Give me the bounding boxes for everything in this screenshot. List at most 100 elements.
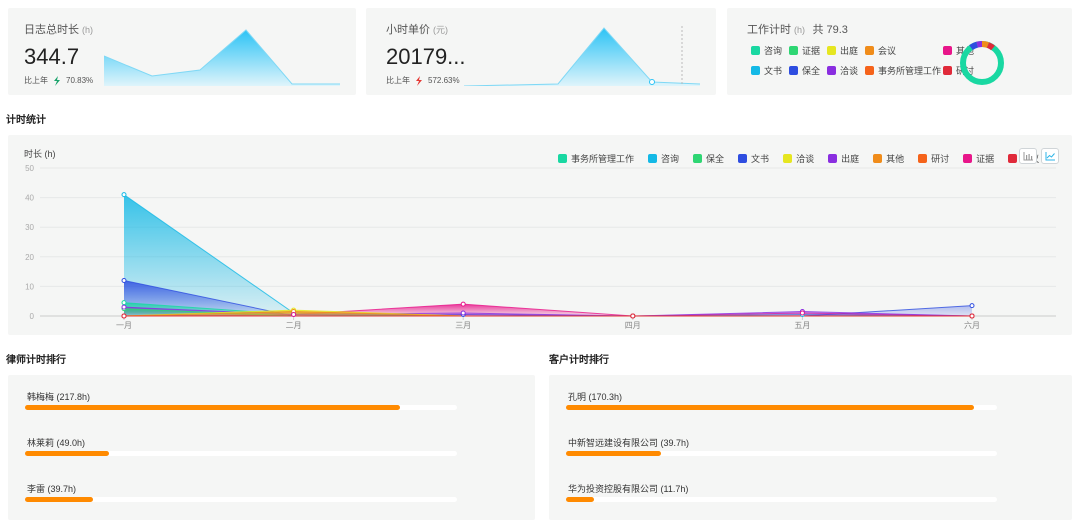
y-tick-label: 40 (25, 194, 34, 203)
legend-label: 文书 (751, 154, 770, 164)
chart-legend-item[interactable]: 洽谈 (783, 152, 814, 165)
legend-swatch (558, 154, 567, 163)
legend-swatch (738, 154, 748, 163)
x-tick-label: 二月 (286, 321, 302, 330)
data-point (121, 304, 127, 310)
time-stats-title: 计时统计 (6, 115, 46, 126)
chart-legend-item[interactable]: 出庭 (828, 152, 859, 165)
x-tick-label: 三月 (455, 321, 471, 330)
chart-legend-item[interactable]: 文书 (738, 152, 769, 165)
legend-label: 证据 (802, 46, 821, 56)
work-legend-item[interactable]: 证据 (789, 44, 820, 57)
chart-legend-item[interactable]: 保全 (693, 152, 724, 165)
legend-swatch (751, 46, 760, 55)
legend-label: 洽谈 (840, 66, 859, 76)
legend-label: 事务所管理工作 (571, 154, 635, 164)
legend-label: 咨询 (661, 154, 680, 164)
log-hours-value: 344.7 (24, 44, 80, 69)
y-axis-label: 时长 (h) (24, 148, 56, 159)
work-legend-item[interactable]: 保全 (789, 64, 820, 77)
trend-up-icon (416, 75, 422, 86)
legend-label: 其他 (886, 154, 905, 164)
lawyer-rank-title: 律师计时排行 (6, 355, 66, 366)
rank-label: 中新智远建设有限公司 (39.7h) (568, 438, 690, 448)
rank-bar-fill (566, 405, 974, 410)
legend-swatch (827, 46, 836, 55)
bar-chart-toggle-button[interactable] (1019, 148, 1037, 164)
legend-swatch (789, 46, 798, 55)
chart-legend-item[interactable]: 其他 (873, 152, 904, 165)
chart-legend-item[interactable]: 事务所管理工作 (558, 152, 634, 165)
work-hours-total: 共 79.3 (812, 24, 848, 36)
data-point (460, 310, 466, 316)
chart-legend-item[interactable]: 证据 (963, 152, 994, 165)
y-tick-label: 0 (30, 312, 35, 321)
legend-label: 出庭 (841, 154, 860, 164)
work-legend-item[interactable]: 事务所管理工作 (865, 64, 941, 77)
chart-legend-item[interactable]: 咨询 (648, 152, 679, 165)
work-legend-item[interactable]: 文书 (751, 64, 782, 77)
legend-label: 事务所管理工作 (878, 66, 942, 76)
rank-bar-fill (566, 497, 594, 502)
hour-rate-title-row: 小时单价 (元) (386, 20, 448, 38)
hour-rate-card: 小时单价 (元) 20179... 比上年 572.63% (366, 8, 716, 95)
legend-swatch (783, 154, 793, 163)
chart-legend: 事务所管理工作咨询保全文书洽谈出庭其他研讨证据会议 (558, 152, 1039, 165)
legend-swatch (963, 154, 973, 163)
rank-label: 林莱莉 (49.0h) (27, 438, 86, 448)
legend-label: 研讨 (931, 154, 950, 164)
hour-rate-yoy-value: 572.63% (428, 76, 460, 85)
rank-label: 孔明 (170.3h) (568, 392, 623, 402)
chart-legend-item[interactable]: 研讨 (918, 152, 949, 165)
work-legend-item[interactable]: 会议 (865, 44, 896, 57)
work-hours-donut (960, 41, 1004, 85)
y-tick-label: 20 (25, 253, 34, 262)
rank-label: 华为投资控股有限公司 (11.7h) (568, 484, 689, 494)
hour-rate-sparkline (464, 26, 701, 86)
data-point (121, 300, 127, 306)
legend-swatch (865, 66, 874, 75)
hour-rate-title: 小时单价 (386, 24, 430, 36)
y-tick-label: 50 (25, 164, 34, 173)
legend-label: 文书 (764, 66, 783, 76)
legend-swatch (789, 66, 798, 75)
work-legend-item[interactable]: 咨询 (751, 44, 782, 57)
legend-swatch (693, 154, 703, 163)
data-point (291, 312, 297, 318)
rank-bar-track (566, 451, 997, 456)
work-legend-item[interactable]: 洽谈 (827, 64, 858, 77)
work-hours-title: 工作计时 (747, 24, 791, 36)
legend-swatch (827, 66, 836, 75)
x-tick-label: 六月 (964, 320, 980, 330)
data-point (969, 303, 975, 309)
data-point (121, 313, 127, 319)
legend-label: 保全 (802, 66, 821, 76)
x-tick-label: 五月 (794, 321, 810, 330)
hour-rate-yoy-label: 比上年 (386, 76, 410, 85)
hour-rate-unit: (元) (433, 25, 448, 35)
log-hours-title: 日志总时长 (24, 24, 79, 36)
legend-label: 咨询 (764, 46, 783, 56)
log-hours-sparkline (104, 29, 340, 86)
data-point (799, 310, 805, 316)
legend-swatch (918, 154, 928, 163)
rank-bar-fill (25, 497, 94, 502)
line-chart-toggle-button[interactable] (1041, 148, 1059, 164)
data-point (460, 301, 466, 307)
legend-swatch (828, 154, 838, 163)
series-area (124, 194, 972, 316)
time-stats-chart: 时长 (h) 0 10 20 30 40 50 一月 二月 三月 四月 五月 六月 (24, 148, 1056, 330)
data-point (969, 313, 975, 319)
legend-swatch (943, 46, 952, 55)
rank-bar-track (25, 451, 457, 456)
x-tick-label: 四月 (625, 321, 641, 330)
y-tick-label: 30 (25, 223, 34, 232)
rank-bar-fill (25, 405, 400, 410)
work-legend-item[interactable]: 出庭 (827, 44, 858, 57)
work-hours-unit: (h) (794, 25, 805, 35)
lawyer-rank-card: 韩梅梅 (217.8h) 林莱莉 (49.0h) 李雷 (39.7h) (8, 375, 535, 520)
data-point (121, 277, 127, 283)
legend-swatch (873, 154, 883, 163)
legend-swatch (865, 46, 874, 55)
legend-label: 出庭 (840, 46, 859, 56)
